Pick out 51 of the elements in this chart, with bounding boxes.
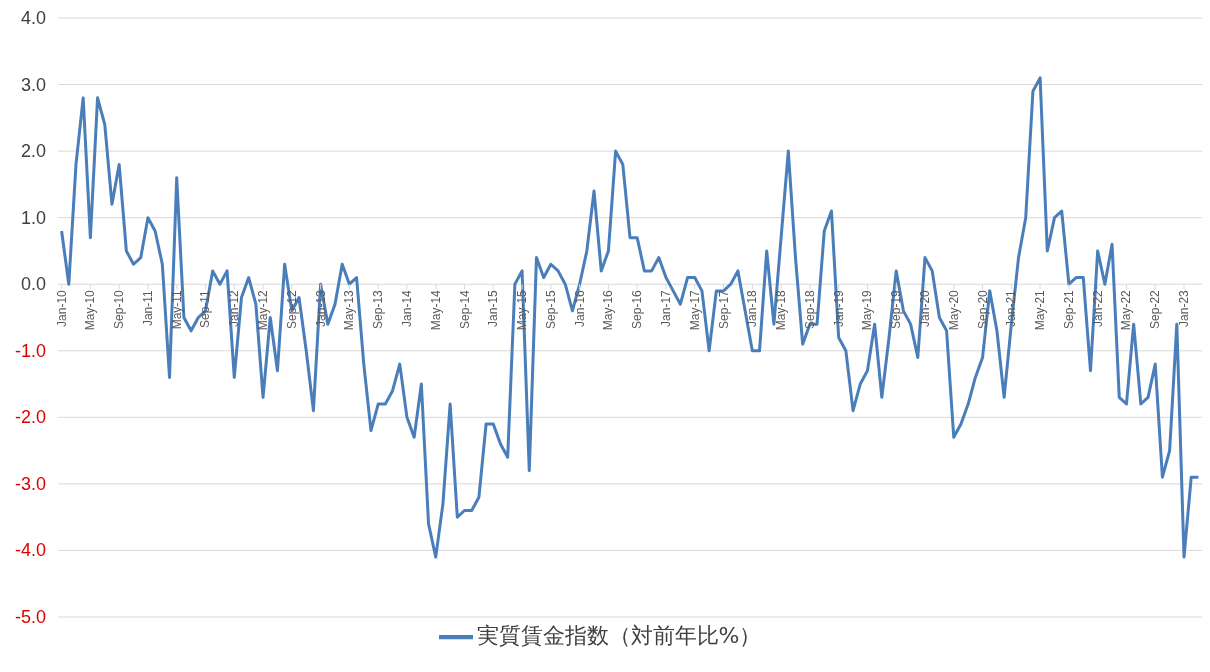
x-tick-label: Sep-11 [198, 289, 213, 329]
y-tick-label: 0.0 [20, 274, 46, 295]
x-tick-label: Sep-18 [802, 289, 817, 329]
x-tick-label: Jan-12 [227, 289, 242, 327]
x-tick-label: May-13 [342, 289, 357, 331]
x-tick-label: Jan-17 [658, 289, 673, 327]
x-tick-label: May-19 [860, 289, 875, 331]
x-tick-label: May-18 [774, 289, 789, 331]
y-tick-label: 1.0 [20, 207, 46, 228]
x-tick-label: Sep-12 [284, 289, 299, 329]
x-tick-label: Jan-18 [745, 289, 760, 327]
x-tick-label: Jan-14 [399, 289, 414, 327]
y-tick-label: -5.0 [14, 607, 46, 627]
y-tick-label: -3.0 [14, 473, 46, 494]
x-tick-label: May-12 [256, 289, 271, 331]
x-tick-label: Jan-11 [140, 289, 155, 327]
x-tick-label: May-11 [169, 289, 184, 330]
legend-label: 実質賃金指数（対前年比%） [476, 623, 762, 648]
x-tick-label: Jan-19 [831, 289, 846, 327]
y-tick-label: -2.0 [14, 407, 46, 428]
x-tick-label: Jan-15 [486, 289, 501, 327]
y-tick-label: 2.0 [20, 141, 46, 162]
x-tick-label: Sep-16 [630, 289, 645, 329]
x-tick-label: May-10 [83, 289, 98, 331]
x-tick-label: Jan-22 [1090, 289, 1105, 327]
x-tick-label: Jan-21 [1004, 289, 1019, 327]
y-tick-label: 4.0 [20, 8, 46, 28]
x-tick-label: Sep-21 [1061, 289, 1076, 329]
x-tick-label: Jan-16 [572, 289, 587, 327]
x-tick-label: Sep-14 [457, 289, 472, 329]
x-tick-label: May-17 [687, 289, 702, 331]
x-tick-label: Jan-23 [1177, 289, 1192, 327]
x-tick-label: Sep-10 [112, 289, 127, 329]
x-tick-label: Sep-13 [371, 289, 386, 329]
x-tick-label: May-21 [1033, 289, 1048, 331]
x-tick-label: May-20 [946, 289, 961, 331]
x-tick-label: May-15 [515, 289, 530, 331]
x-tick-label: Sep-15 [543, 289, 558, 329]
x-tick-label: Sep-22 [1148, 289, 1163, 329]
x-tick-label: May-22 [1119, 289, 1134, 331]
y-tick-label: -4.0 [14, 540, 46, 561]
y-tick-label: 3.0 [20, 74, 46, 95]
x-tick-label: Jan-13 [313, 289, 328, 327]
x-tick-label: Sep-19 [889, 289, 904, 329]
x-tick-label: May-16 [601, 289, 616, 331]
x-tick-label: Jan-20 [917, 289, 932, 327]
x-tick-label: May-14 [428, 289, 443, 331]
y-tick-label: -1.0 [14, 340, 46, 361]
x-tick-label: Sep-17 [716, 289, 731, 329]
x-tick-label: Sep-20 [975, 289, 990, 329]
x-tick-label: Jan-10 [54, 289, 69, 327]
